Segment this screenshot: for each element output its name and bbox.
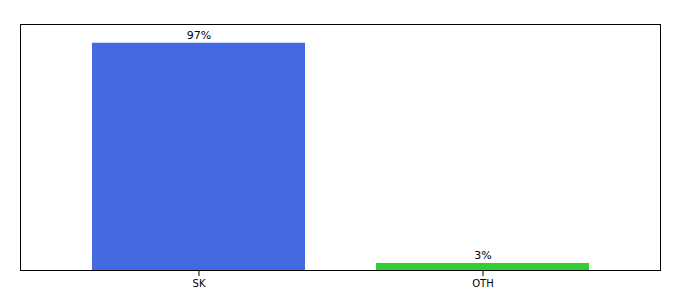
svg-text:OTH: OTH [472, 278, 494, 289]
svg-text:3%: 3% [474, 249, 491, 262]
svg-text:SK: SK [193, 278, 206, 289]
svg-text:97%: 97% [187, 29, 211, 42]
